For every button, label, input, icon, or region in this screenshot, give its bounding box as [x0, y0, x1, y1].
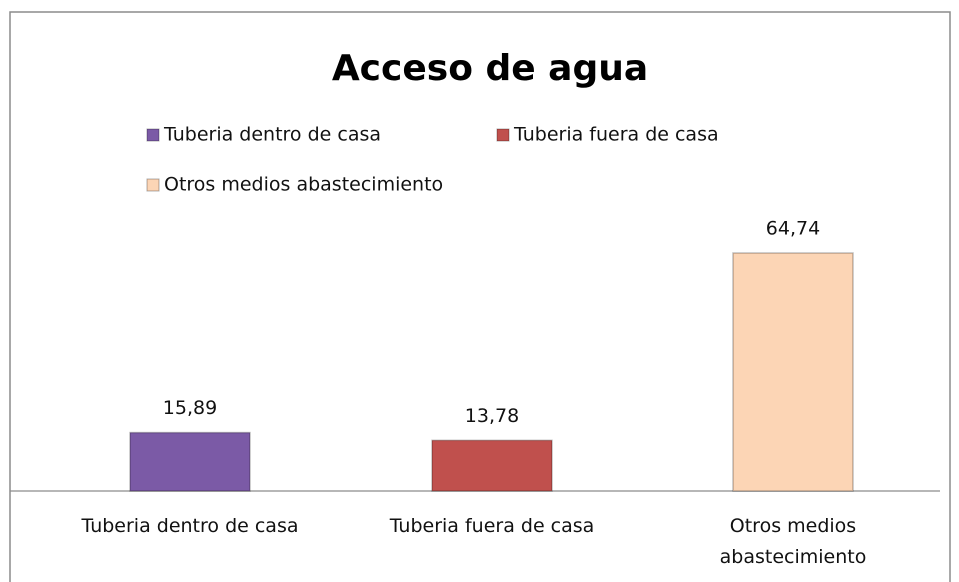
legend-label: Tuberia dentro de casa [163, 124, 381, 146]
x-tick-label: Tuberia dentro de casa [81, 515, 299, 537]
x-tick-label: Tuberia fuera de casa [389, 515, 595, 537]
value-label: 15,89 [163, 397, 217, 419]
legend-swatch [496, 128, 510, 142]
legend-label: Tuberia fuera de casa [513, 124, 719, 146]
legend-label: Otros medios abastecimiento [164, 174, 443, 196]
value-label: 13,78 [465, 405, 519, 427]
value-label: 64,74 [766, 218, 820, 240]
legend-swatch [146, 178, 160, 192]
bar [732, 252, 854, 492]
bar [431, 439, 553, 492]
bar [129, 431, 251, 492]
x-tick-label: Otros medios abastecimiento [719, 515, 867, 568]
legend-swatch [146, 128, 160, 142]
chart-title: Acceso de agua [332, 48, 648, 89]
